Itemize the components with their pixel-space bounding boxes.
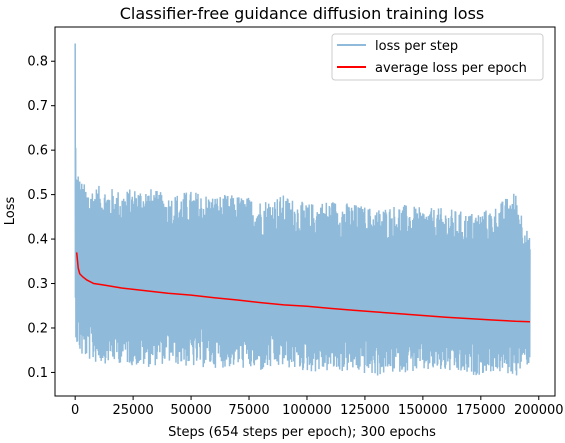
- x-tick-label: 200000: [514, 403, 564, 418]
- x-tick-label: 75000: [228, 403, 269, 418]
- x-tick-label: 0: [71, 403, 79, 418]
- legend-label-average-loss-per-epoch: average loss per epoch: [375, 61, 527, 76]
- y-axis-label: Loss: [3, 197, 18, 226]
- legend-box: [331, 33, 544, 81]
- y-tick-label: 0.8: [27, 55, 48, 70]
- y-tick-label: 0.4: [27, 233, 48, 248]
- x-axis-label: Steps (654 steps per epoch); 300 epochs: [168, 425, 436, 440]
- y-tick-label: 0.5: [27, 188, 48, 203]
- plot-marks: [74, 43, 531, 376]
- chart-title: Classifier-free guidance diffusion train…: [120, 4, 485, 23]
- x-tick-label: 50000: [170, 403, 211, 418]
- y-tick-label: 0.1: [27, 366, 48, 381]
- x-tick-label: 125000: [340, 403, 390, 418]
- x-tick-label: 150000: [398, 403, 448, 418]
- legend: loss per step average loss per epoch: [331, 33, 544, 81]
- legend-label-loss-per-step: loss per step: [375, 39, 458, 54]
- x-tick-label: 25000: [112, 403, 153, 418]
- x-tick-label: 175000: [456, 403, 506, 418]
- series-line-average-loss-per-epoch: [75, 252, 530, 323]
- x-tick-label: 100000: [282, 403, 332, 418]
- y-tick-label: 0.3: [27, 277, 48, 292]
- series-line-loss-per-step: [74, 43, 531, 376]
- y-tick-label: 0.6: [27, 144, 48, 159]
- y-tick-label: 0.2: [27, 321, 48, 336]
- x-axis-ticks: 0 25000 50000 75000 100000 125000 150000 175000…: [71, 396, 564, 418]
- y-tick-label: 0.7: [27, 99, 48, 114]
- plot-frame: [54, 26, 556, 397]
- y-axis-ticks: 0.1 0.2 0.3 0.4 0.5 0.6 0.7 0.8: [27, 55, 55, 381]
